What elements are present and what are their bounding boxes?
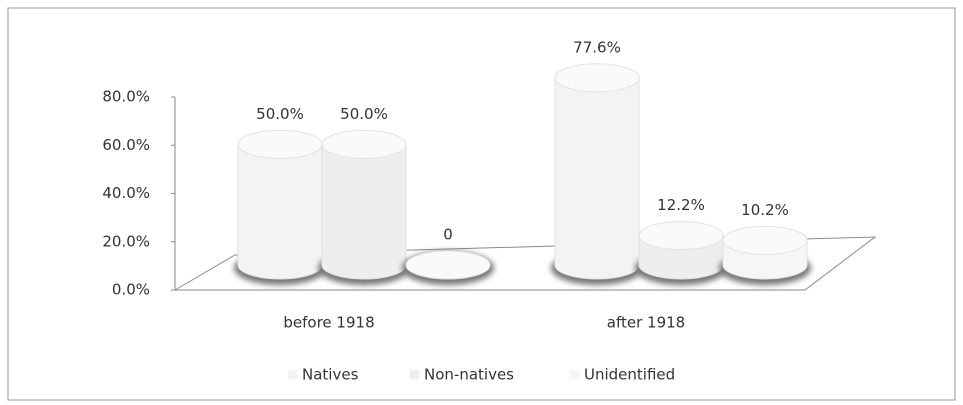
bar-top (237, 129, 323, 159)
bar (321, 143, 407, 280)
chart-border (7, 7, 956, 401)
x-tick-label: before 1918 (283, 314, 374, 332)
value-label: 12.2% (657, 196, 705, 214)
value-label: 77.6% (573, 38, 621, 56)
legend-label: Non-natives (424, 366, 514, 384)
bar-top (321, 129, 407, 159)
y-tick-label: 60.0% (102, 136, 150, 154)
bar-top (405, 250, 491, 280)
y-tick-label: 0.0% (112, 281, 150, 299)
bar-top (722, 225, 808, 255)
x-tick-label: after 1918 (607, 314, 685, 332)
bar-top (638, 221, 724, 251)
bar-top (554, 63, 640, 93)
y-tick-label: 80.0% (102, 88, 150, 106)
legend-label: Natives (302, 366, 359, 384)
legend-swatch (288, 370, 297, 379)
y-tick-label: 20.0% (102, 232, 150, 250)
legend-swatch (410, 370, 419, 379)
legend-swatch (570, 370, 579, 379)
value-label: 10.2% (741, 201, 789, 219)
legend-label: Unidentified (584, 366, 675, 384)
bar (554, 77, 640, 280)
y-tick-label: 40.0% (102, 184, 150, 202)
value-label: 0 (443, 226, 453, 244)
value-label: 50.0% (256, 105, 304, 123)
value-label: 50.0% (340, 105, 388, 123)
bar (237, 143, 323, 280)
